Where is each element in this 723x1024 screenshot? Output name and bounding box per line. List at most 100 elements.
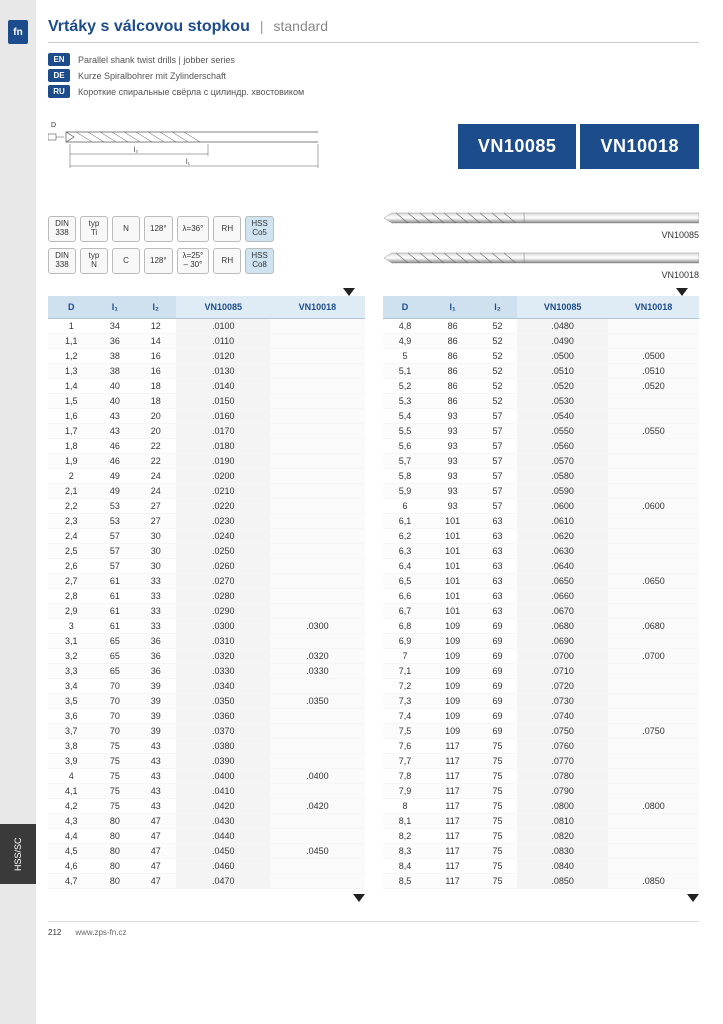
table-cell: 57 bbox=[478, 454, 517, 469]
table-cell: .0720 bbox=[517, 679, 608, 694]
lang-text: Kurze Spiralbohrer mit Zylinderschaft bbox=[78, 71, 226, 81]
table-cell: 5,8 bbox=[383, 469, 428, 484]
table-cell: 80 bbox=[95, 859, 136, 874]
table-row: 5,49357.0540 bbox=[383, 409, 700, 424]
table-row: 7,510969.0750.0750 bbox=[383, 724, 700, 739]
lang-row-ru: RU Короткие спиральные свёрла с цилиндр.… bbox=[48, 85, 699, 98]
table-cell: 2,4 bbox=[48, 529, 95, 544]
table-cell: .0730 bbox=[517, 694, 608, 709]
col-header: VN10085 bbox=[176, 296, 270, 319]
table-row: 6,910969.0690 bbox=[383, 634, 700, 649]
table-cell: 63 bbox=[478, 559, 517, 574]
col-header: l₁ bbox=[427, 296, 477, 319]
table-cell bbox=[608, 334, 699, 349]
table-cell: 61 bbox=[95, 619, 136, 634]
table-cell: 5,7 bbox=[383, 454, 428, 469]
table-cell: 69 bbox=[478, 694, 517, 709]
table-cell: 4,4 bbox=[48, 829, 95, 844]
table-cell: 30 bbox=[135, 544, 176, 559]
table-cell: 117 bbox=[427, 739, 477, 754]
spec-chip: RH bbox=[213, 216, 241, 242]
table-cell: .0380 bbox=[176, 739, 270, 754]
table-cell: 57 bbox=[478, 469, 517, 484]
table-row: 5,69357.0560 bbox=[383, 439, 700, 454]
table-cell: 5,9 bbox=[383, 484, 428, 499]
table-cell: 101 bbox=[427, 589, 477, 604]
table-cell: 4,6 bbox=[48, 859, 95, 874]
table-cell: 117 bbox=[427, 814, 477, 829]
table-cell: 4,9 bbox=[383, 334, 428, 349]
table-row: 2,55730.0250 bbox=[48, 544, 365, 559]
table-cell: 6,5 bbox=[383, 574, 428, 589]
table-cell: 75 bbox=[95, 739, 136, 754]
table-cell bbox=[608, 694, 699, 709]
table-cell: 24 bbox=[135, 484, 176, 499]
page: Vrtáky s válcovou stopkou | standard EN … bbox=[0, 0, 723, 955]
table-row: 2,65730.0260 bbox=[48, 559, 365, 574]
table-cell: .0240 bbox=[176, 529, 270, 544]
drill-photos: VN10085 VN10018 bbox=[384, 208, 699, 288]
table-row: 7,410969.0740 bbox=[383, 709, 700, 724]
table-cell bbox=[270, 454, 364, 469]
table-cell: .0530 bbox=[517, 394, 608, 409]
table-row: 1,64320.0160 bbox=[48, 409, 365, 424]
table-cell: .0510 bbox=[608, 364, 699, 379]
table-cell: 75 bbox=[478, 784, 517, 799]
table-cell: 109 bbox=[427, 694, 477, 709]
table-cell: 93 bbox=[427, 499, 477, 514]
spec-chip: N bbox=[112, 216, 140, 242]
table-cell: .0420 bbox=[270, 799, 364, 814]
col-header: l₁ bbox=[95, 296, 136, 319]
table-cell: .0350 bbox=[176, 694, 270, 709]
table-row: 7,210969.0720 bbox=[383, 679, 700, 694]
col-header: D bbox=[383, 296, 428, 319]
table-cell: .0490 bbox=[517, 334, 608, 349]
table-cell: .0550 bbox=[517, 424, 608, 439]
table-cell: 7,5 bbox=[383, 724, 428, 739]
tables: Dl₁l₂VN10085VN10018 13412.01001,13614.01… bbox=[48, 296, 699, 907]
table-cell: .0700 bbox=[608, 649, 699, 664]
table-row: 3,47039.0340 bbox=[48, 679, 365, 694]
table-cell: .0440 bbox=[176, 829, 270, 844]
code-vn10085: VN10085 bbox=[458, 124, 577, 169]
table-cell: 63 bbox=[478, 574, 517, 589]
table-cell: 75 bbox=[478, 754, 517, 769]
table-cell: 8,4 bbox=[383, 859, 428, 874]
table-cell: 7 bbox=[383, 649, 428, 664]
table-cell: 38 bbox=[95, 364, 136, 379]
table-cell: 65 bbox=[95, 664, 136, 679]
table-cell: 36 bbox=[135, 634, 176, 649]
table-cell: 93 bbox=[427, 409, 477, 424]
table-cell: 46 bbox=[95, 439, 136, 454]
table-cell: 93 bbox=[427, 469, 477, 484]
table-cell bbox=[270, 739, 364, 754]
table-cell: 65 bbox=[95, 649, 136, 664]
table-cell: 5,5 bbox=[383, 424, 428, 439]
table-cell bbox=[608, 814, 699, 829]
table-cell bbox=[270, 349, 364, 364]
table-cell: 8 bbox=[383, 799, 428, 814]
table-cell bbox=[270, 544, 364, 559]
col-header: D bbox=[48, 296, 95, 319]
table-cell: 12 bbox=[135, 319, 176, 334]
table-row: 3,26536.0320.0320 bbox=[48, 649, 365, 664]
table-cell: 46 bbox=[95, 454, 136, 469]
table-cell: 6,1 bbox=[383, 514, 428, 529]
table-cell: 70 bbox=[95, 679, 136, 694]
table-cell: 33 bbox=[135, 604, 176, 619]
table-cell: 70 bbox=[95, 724, 136, 739]
table-cell bbox=[270, 394, 364, 409]
table-row: 1,84622.0180 bbox=[48, 439, 365, 454]
table-cell: 5,6 bbox=[383, 439, 428, 454]
table-cell: .0600 bbox=[608, 499, 699, 514]
table-cell bbox=[608, 514, 699, 529]
table-cell: 36 bbox=[135, 649, 176, 664]
table-cell: 43 bbox=[135, 784, 176, 799]
table-cell: 101 bbox=[427, 544, 477, 559]
table-cell: 109 bbox=[427, 649, 477, 664]
table-row: 1,74320.0170 bbox=[48, 424, 365, 439]
table-cell: 75 bbox=[478, 814, 517, 829]
table-cell: 80 bbox=[95, 874, 136, 889]
title-separator: | bbox=[260, 18, 264, 34]
table-cell: 8,3 bbox=[383, 844, 428, 859]
